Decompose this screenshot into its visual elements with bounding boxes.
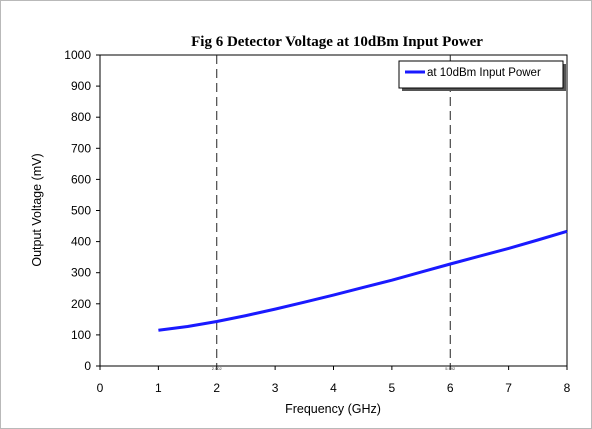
y-tick-label: 1000 <box>64 48 91 62</box>
chart-title: Fig 6 Detector Voltage at 10dBm Input Po… <box>191 34 483 50</box>
x-tick-label: 6 <box>447 381 454 395</box>
x-tick-label: 3 <box>272 381 279 395</box>
y-tick-label: 500 <box>71 204 91 218</box>
x-tick-label: 4 <box>330 381 337 395</box>
x-tick-label: 2 <box>213 381 220 395</box>
marker-label: 2.002 <box>212 366 223 371</box>
x-tick-label: 8 <box>564 381 571 395</box>
y-tick-label: 800 <box>71 110 91 124</box>
y-tick-label: 700 <box>71 141 91 155</box>
x-tick-label: 0 <box>97 381 104 395</box>
series-lines <box>158 229 568 332</box>
legend-label: at 10dBm Input Power <box>427 67 541 79</box>
x-tick-label: 1 <box>155 381 162 395</box>
y-axis-label: Output Voltage (mV) <box>30 153 44 266</box>
y-axis-ticks: 0 100 200 300 400 500 600 700 800 900 1000 <box>64 48 100 373</box>
y-tick-label: 0 <box>84 359 91 373</box>
marker-label: 5.992 <box>445 366 456 371</box>
legend-box <box>398 60 564 89</box>
y-tick-label: 100 <box>71 328 91 342</box>
vertical-markers: 2.002 5.992 <box>212 55 456 371</box>
y-tick-label: 400 <box>71 235 91 249</box>
plot-area <box>99 54 568 367</box>
y-tick-label: 600 <box>71 172 91 186</box>
x-tick-label: 7 <box>505 381 512 395</box>
y-tick-label: 200 <box>71 297 91 311</box>
y-tick-label: 300 <box>71 266 91 280</box>
x-tick-label: 5 <box>389 381 396 395</box>
x-axis-ticks: 0 1 2 3 4 5 6 7 8 <box>97 366 571 395</box>
legend: at 10dBm Input Power <box>398 60 566 91</box>
y-tick-label: 900 <box>71 79 91 93</box>
series-line <box>158 229 568 332</box>
x-axis-label: Frequency (GHz) <box>285 402 381 416</box>
